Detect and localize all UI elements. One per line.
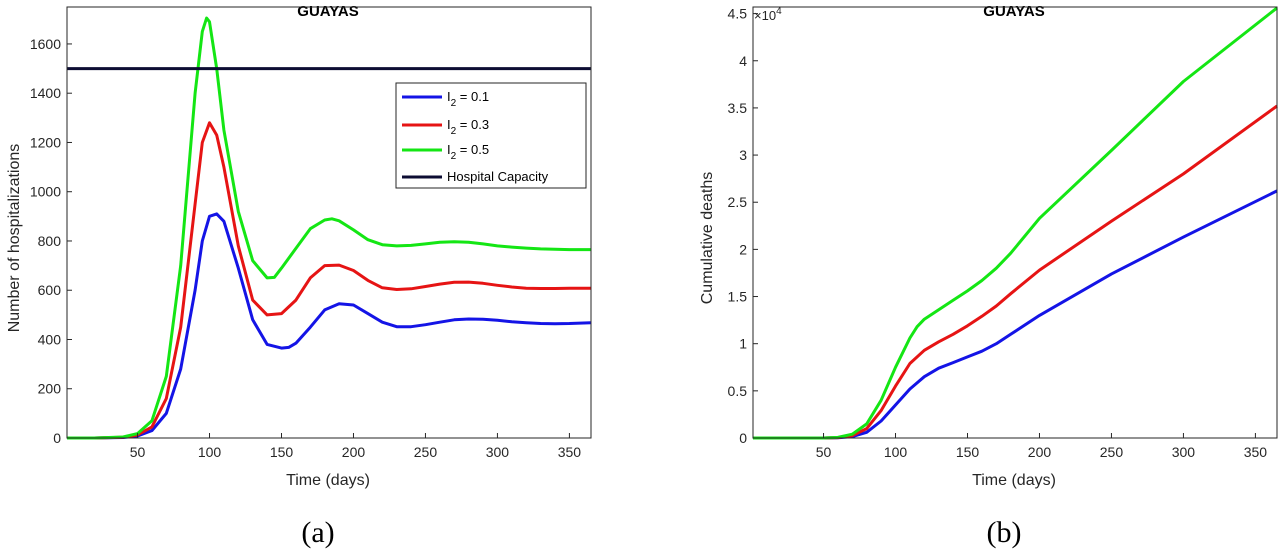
chart-a-series-line-1 <box>67 121 591 440</box>
legend-label-1: I2 = 0.3 <box>447 117 489 137</box>
chart-a-x-tick-label: 200 <box>342 444 366 460</box>
chart-b-x-tick-label: 50 <box>816 444 832 460</box>
chart-a-y-tick-label: 200 <box>38 381 62 397</box>
chart-a-y-tick-label: 400 <box>38 331 62 347</box>
legend-label-0: I2 = 0.1 <box>447 89 489 109</box>
chart-b-series-line-2 <box>753 6 1278 440</box>
chart-a-axes-box <box>66 6 592 439</box>
chart-a-x-tick-label: 100 <box>198 444 222 460</box>
chart-a-legend: I2 = 0.1 I2 = 0.3 I2 = 0.5 Hospital Capacit… <box>395 82 587 189</box>
chart-b-x-tick-label: 100 <box>884 444 908 460</box>
chart-b-y-tick-label: 1.5 <box>728 289 748 305</box>
chart-b-y-tick-label: 0.5 <box>728 383 748 399</box>
chart-b-series-line-0 <box>753 189 1278 440</box>
chart-b-multiplier: ×104 <box>754 6 782 23</box>
chart-a-y-tick-label: 1400 <box>30 85 61 101</box>
chart-b-y-tick-label: 2 <box>739 241 747 257</box>
chart-b-y-tick-label: 2.5 <box>728 194 748 210</box>
chart-a-caption: (a) <box>301 516 334 549</box>
chart-b-series-group <box>753 6 1278 440</box>
chart-a-y-tick-label: 600 <box>38 282 62 298</box>
chart-b-y-axis-label: Cumulative deaths <box>699 172 716 305</box>
chart-b-y-tick-label: 0 <box>739 430 747 446</box>
chart-b-axes: 50 100 150 200 250 300 350 0 0.5 1 1.5 2 2.5 3 3.5 4 4.5 <box>728 6 1278 460</box>
chart-a-x-axis-label: Time (days) <box>286 472 370 489</box>
chart-a-x-tick-label: 350 <box>558 444 582 460</box>
chart-b-caption: (b) <box>987 516 1022 549</box>
chart-b-y-tick-label: 3 <box>739 147 747 163</box>
chart-b-y-tick-label: 3.5 <box>728 100 748 116</box>
chart-b-title: GUAYAS <box>983 3 1044 20</box>
chart-a-y-tick-label: 0 <box>53 430 61 446</box>
hospitalizations-panel: GUAYAS 50 100 150 200 250 300 350 0 200 400 600 800… <box>6 3 592 549</box>
chart-a-axes: 50 100 150 200 250 300 350 0 200 400 600 800 1000 120… <box>30 6 592 460</box>
chart-a-series-line-0 <box>67 212 592 440</box>
chart-b-x-axis-label: Time (days) <box>972 472 1056 489</box>
chart-b-series-line-1 <box>753 104 1278 440</box>
chart-b-x-tick-label: 250 <box>1100 444 1124 460</box>
chart-b-x-tick-label: 150 <box>956 444 980 460</box>
chart-a-y-tick-label: 1200 <box>30 134 61 150</box>
chart-b-y-tick-label: 4.5 <box>728 6 748 22</box>
chart-b-x-tick-label: 300 <box>1172 444 1196 460</box>
legend-box <box>395 82 587 189</box>
chart-a-y-tick-label: 1600 <box>30 36 61 52</box>
chart-b-x-tick-label: 200 <box>1028 444 1052 460</box>
chart-a-series-line-2 <box>67 16 591 440</box>
chart-a-y-axis-label: Number of hospitalizations <box>6 144 23 333</box>
chart-a-x-tick-label: 300 <box>486 444 510 460</box>
chart-a-y-tick-label: 800 <box>38 233 62 249</box>
legend-label-2: I2 = 0.5 <box>447 142 489 162</box>
chart-a-series-group <box>67 16 592 440</box>
chart-a-title: GUAYAS <box>297 3 358 20</box>
chart-a-x-tick-label: 250 <box>414 444 438 460</box>
chart-a-x-tick-label: 50 <box>130 444 146 460</box>
legend-label-3: Hospital Capacity <box>447 169 549 184</box>
chart-a-y-tick-label: 1000 <box>30 184 61 200</box>
cumulative-deaths-panel: GUAYAS ×104 50 100 150 200 250 300 350 0 0.5 1 1.5… <box>699 3 1278 549</box>
chart-b-y-tick-label: 1 <box>739 336 747 352</box>
chart-b-axes-box <box>752 6 1278 439</box>
chart-b-y-tick-label: 4 <box>739 53 747 69</box>
chart-b-x-tick-label: 350 <box>1244 444 1268 460</box>
chart-a-x-tick-label: 150 <box>270 444 294 460</box>
